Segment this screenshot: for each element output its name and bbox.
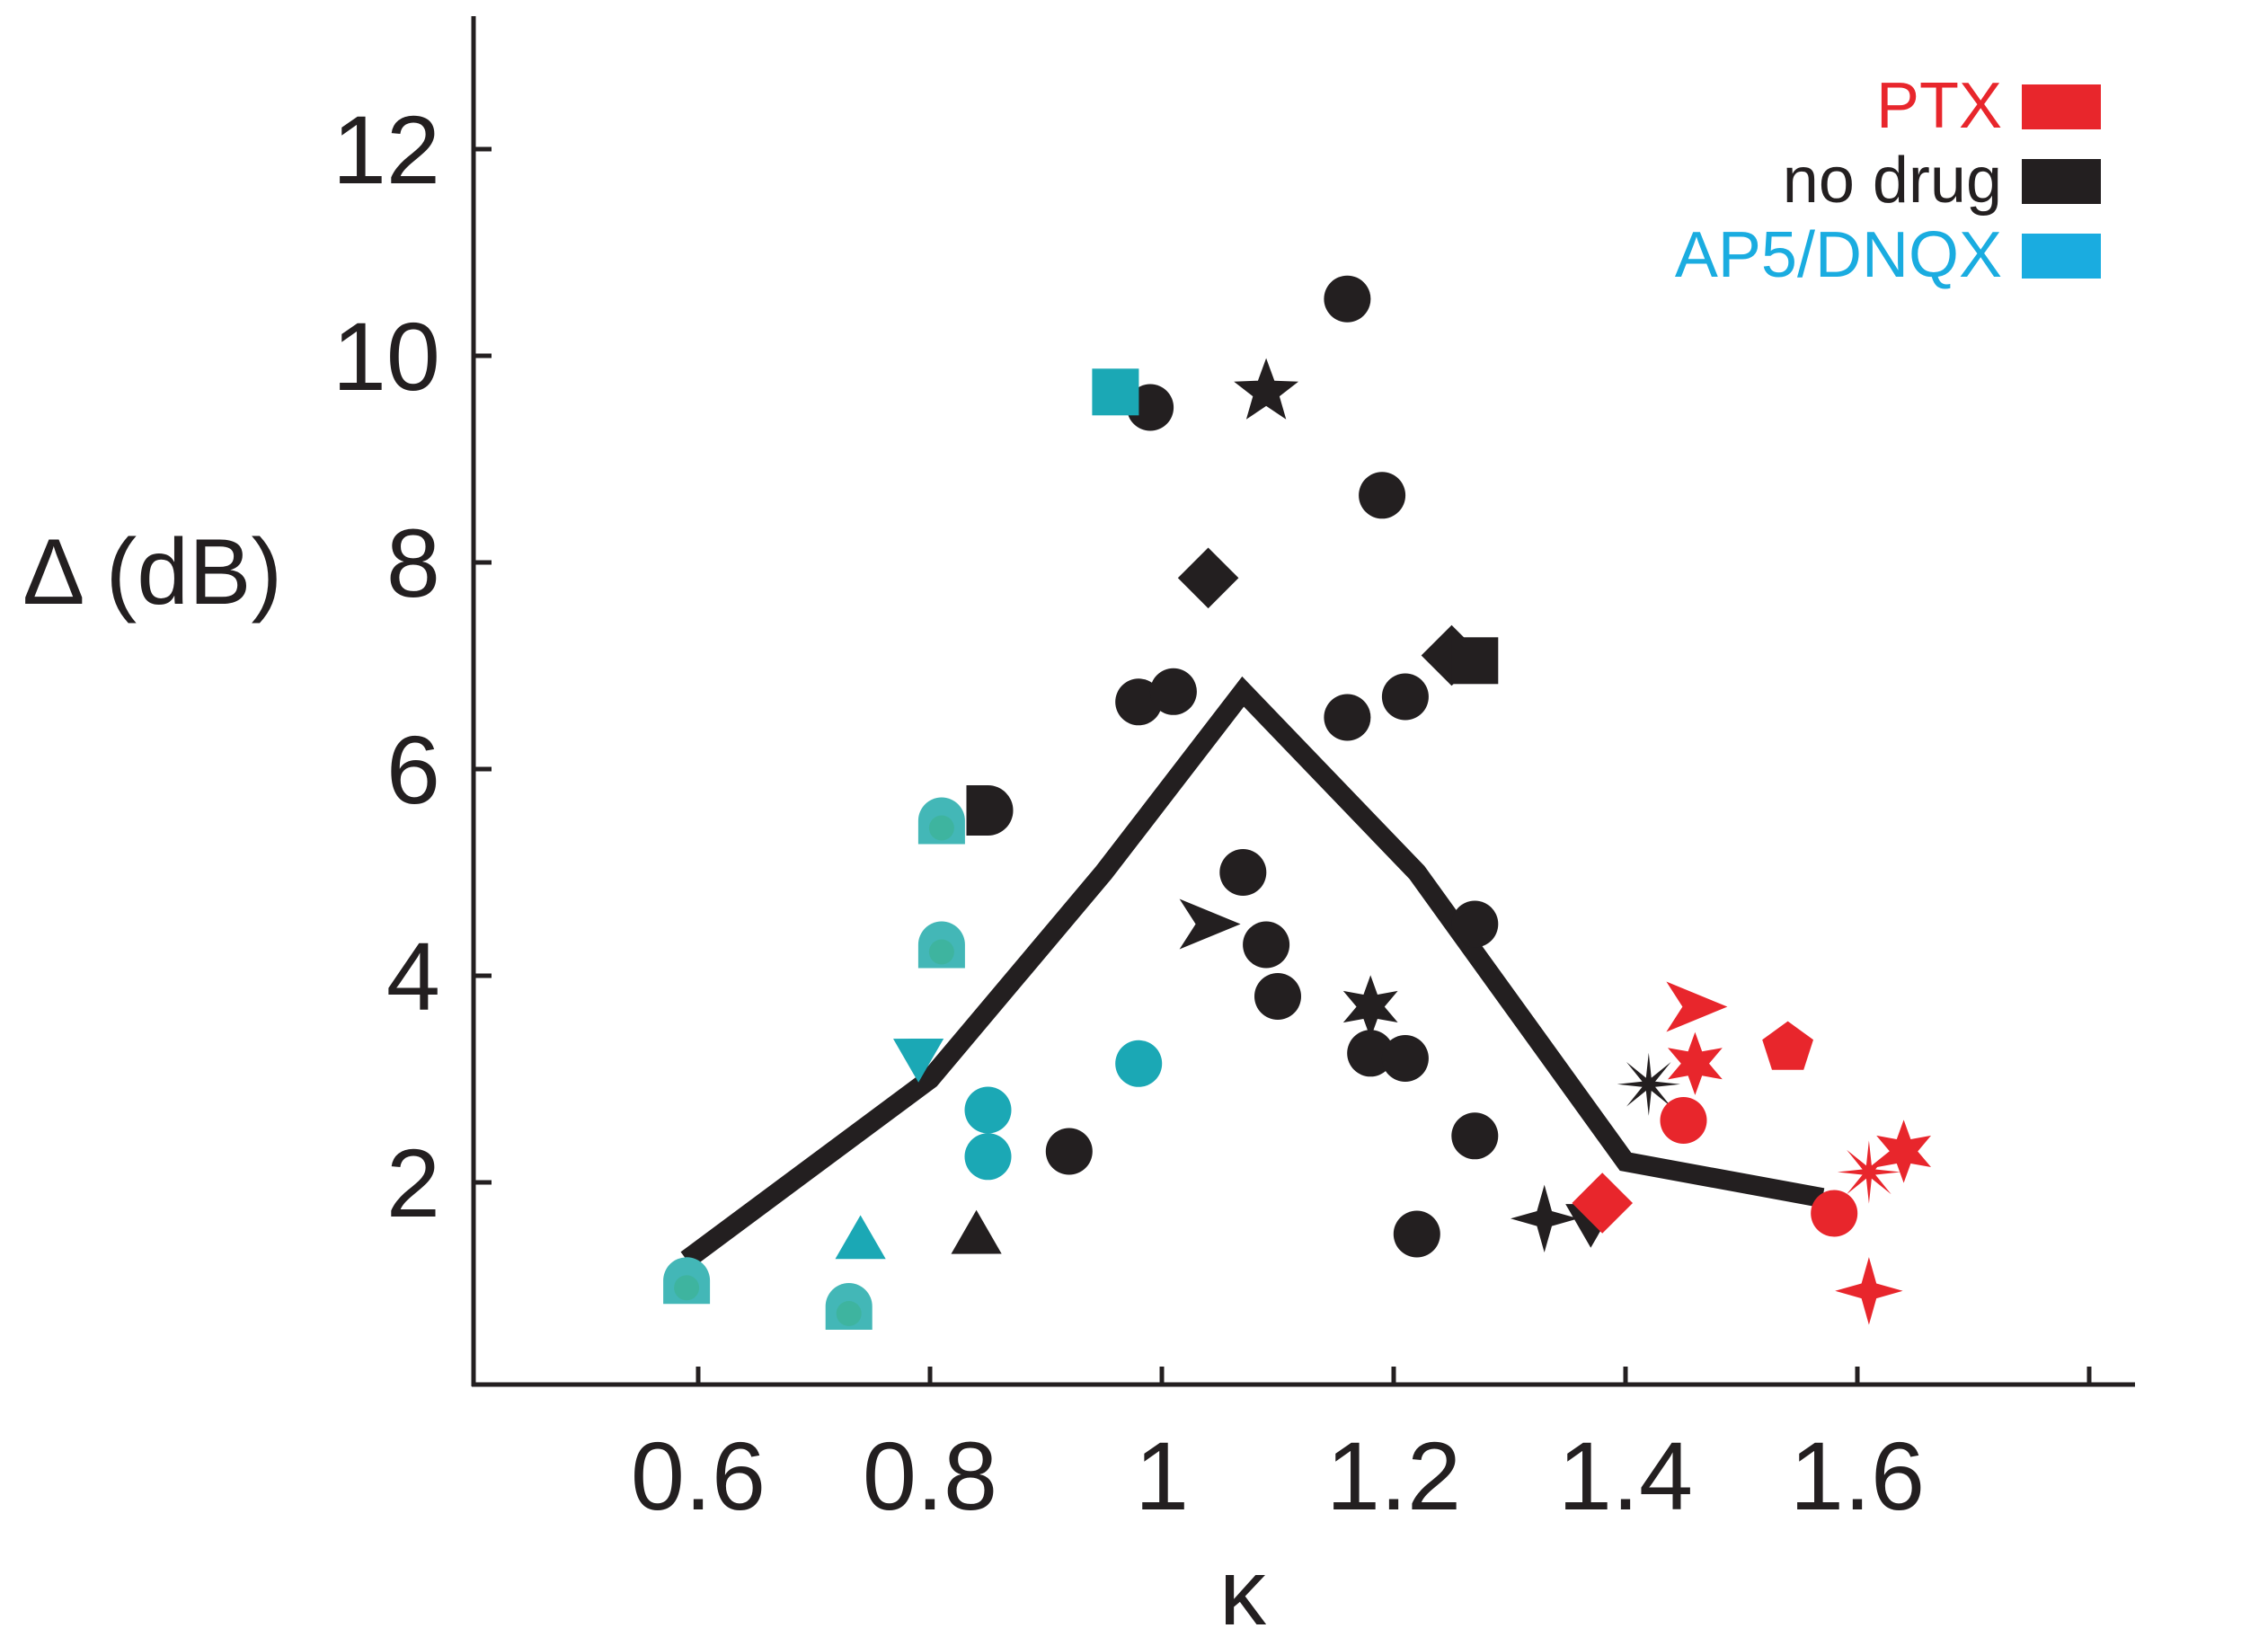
point-ap5-dnqx-circle [964, 1086, 1012, 1134]
point-no-drug-circle [1254, 973, 1301, 1020]
point-no-drug-triangle-up [951, 1209, 1002, 1254]
point-no-drug-circle [1243, 921, 1290, 969]
point-no-drug-circle [1381, 1035, 1429, 1082]
x-tick-label: 0.8 [863, 1421, 997, 1530]
y-tick-label: 10 [332, 302, 440, 411]
point-no-drug-circle [1393, 1210, 1440, 1258]
y-tick-label: 4 [386, 922, 440, 1031]
x-ticks: 0.6 0.8 1 1.2 1.4 1.6 [631, 1367, 2092, 1530]
point-no-drug-circle [1359, 472, 1406, 519]
point-ptx-circle [1811, 1190, 1858, 1237]
point-no-drug-circle [1451, 900, 1499, 948]
point-ptx-star6 [1668, 1031, 1723, 1095]
point-no-drug-square [1451, 637, 1499, 685]
point-no-drug-diamond [1177, 547, 1239, 609]
point-ptx-star6 [1876, 1119, 1931, 1183]
y-axis-title: Δ (dB) [22, 520, 282, 624]
point-ap5-dnqx-half-circle-light [917, 921, 965, 969]
point-ap5-dnqx-half-circle-light [825, 1283, 873, 1330]
point-ptx-diamond [1572, 1173, 1633, 1234]
point-ap5-dnqx-triangle-down [893, 1039, 944, 1083]
point-no-drug-circle [1347, 1030, 1395, 1077]
data-points [663, 275, 1931, 1330]
point-no-drug-arrow-tri [1179, 898, 1241, 950]
point-ap5-dnqx-circle [964, 1133, 1012, 1181]
legend-swatch [2022, 84, 2101, 129]
y-ticks: 2 4 6 8 10 12 [332, 95, 492, 1237]
point-no-drug-half-circle [966, 785, 1014, 836]
point-ptx-asterisk [1837, 1140, 1900, 1204]
point-no-drug-star4 [1511, 1184, 1579, 1252]
x-tick-label: 1.6 [1790, 1421, 1925, 1530]
legend-label: PTX [1876, 70, 2002, 142]
x-tick-label: 1.4 [1558, 1421, 1693, 1530]
point-no-drug-circle [1324, 694, 1371, 741]
point-ap5-dnqx-square [1092, 368, 1139, 416]
legend-swatch [2022, 234, 2101, 279]
point-no-drug-star6 [1342, 975, 1398, 1039]
point-ap5-dnqx-half-circle-light [663, 1257, 711, 1305]
point-no-drug-circle [1219, 849, 1267, 896]
y-tick-label: 8 [386, 509, 440, 617]
y-tick-label: 2 [386, 1128, 440, 1237]
y-tick-label: 12 [332, 95, 440, 204]
x-tick-label: 1.2 [1326, 1421, 1461, 1530]
y-tick-label: 6 [386, 715, 440, 824]
x-axis-title: κ [1219, 1541, 1267, 1645]
point-no-drug-circle [1045, 1128, 1093, 1175]
x-tick-label: 0.6 [631, 1421, 766, 1530]
x-tick-label: 1 [1135, 1421, 1189, 1530]
point-ptx-arrow-tri [1666, 981, 1728, 1032]
point-no-drug-circle [1381, 673, 1429, 721]
legend-label: no drug [1783, 145, 2002, 217]
point-ptx-circle [1660, 1097, 1707, 1144]
point-no-drug-circle [1149, 668, 1197, 715]
trend-line [680, 676, 1825, 1269]
point-ap5-dnqx-half-circle-light [917, 797, 965, 845]
point-no-drug-circle [1324, 275, 1371, 323]
legend-swatch [2022, 159, 2101, 204]
point-ptx-star4 [1835, 1257, 1903, 1325]
point-ptx-pentagon [1762, 1021, 1813, 1070]
point-no-drug-asterisk [1617, 1052, 1680, 1116]
point-ap5-dnqx-triangle-up [835, 1215, 886, 1260]
point-no-drug-star5 [1234, 358, 1298, 420]
legend-label: AP5/DNQX [1675, 219, 2002, 291]
point-ap5-dnqx-circle [1115, 1040, 1163, 1087]
point-no-drug-circle [1451, 1112, 1499, 1160]
